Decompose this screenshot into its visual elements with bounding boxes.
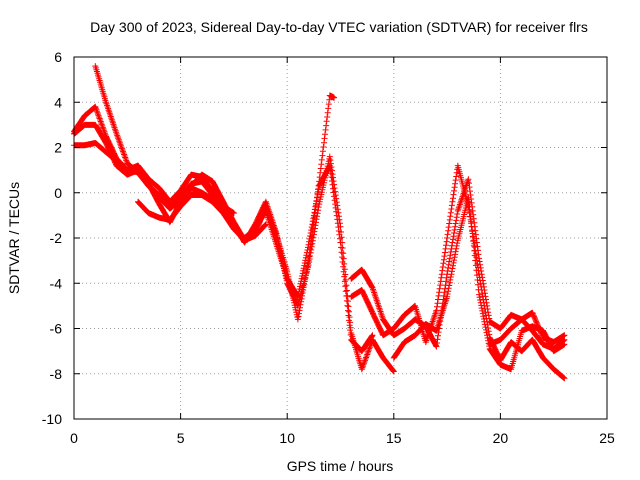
series-satellite-track-7 bbox=[348, 176, 568, 350]
y-tick-label: 2 bbox=[54, 140, 62, 156]
y-tick-label: -2 bbox=[50, 230, 63, 246]
plus-markers bbox=[486, 316, 568, 352]
x-tick-label: 5 bbox=[177, 430, 185, 446]
chart-title: Day 300 of 2023, Sidereal Day-to-day VTE… bbox=[90, 19, 588, 35]
plus-markers bbox=[348, 162, 568, 382]
x-tick-label: 25 bbox=[599, 430, 615, 446]
y-tick-label: 6 bbox=[54, 49, 62, 65]
plus-markers bbox=[71, 140, 237, 217]
series-satellite-track-9 bbox=[486, 316, 568, 352]
x-tick-label: 20 bbox=[493, 430, 509, 446]
y-tick-label: -4 bbox=[50, 275, 63, 291]
y-tick-label: -10 bbox=[42, 411, 62, 427]
y-axis-label: SDTVAR / TECUs bbox=[6, 182, 22, 294]
series-satellite-track-5 bbox=[135, 192, 269, 244]
y-tick-labels: -10 -8 -6 -4 -2 0 2 4 6 bbox=[42, 49, 62, 427]
y-tick-label: 0 bbox=[54, 185, 62, 201]
y-tick-label: -8 bbox=[50, 366, 63, 382]
series-satellite-track-6 bbox=[348, 162, 568, 382]
x-tick-label: 0 bbox=[70, 430, 78, 446]
x-tick-labels: 0 5 10 15 20 25 bbox=[70, 430, 615, 446]
x-axis-label: GPS time / hours bbox=[287, 458, 394, 474]
x-tick-label: 15 bbox=[386, 430, 402, 446]
y-tick-label: 4 bbox=[54, 94, 62, 110]
plus-markers bbox=[348, 176, 568, 350]
x-tick-label: 10 bbox=[279, 430, 295, 446]
plus-markers bbox=[135, 192, 269, 244]
y-tick-label: -6 bbox=[50, 321, 63, 337]
data-points bbox=[71, 63, 568, 382]
series-satellite-track-4 bbox=[71, 140, 237, 217]
axis-ticks bbox=[73, 56, 608, 420]
